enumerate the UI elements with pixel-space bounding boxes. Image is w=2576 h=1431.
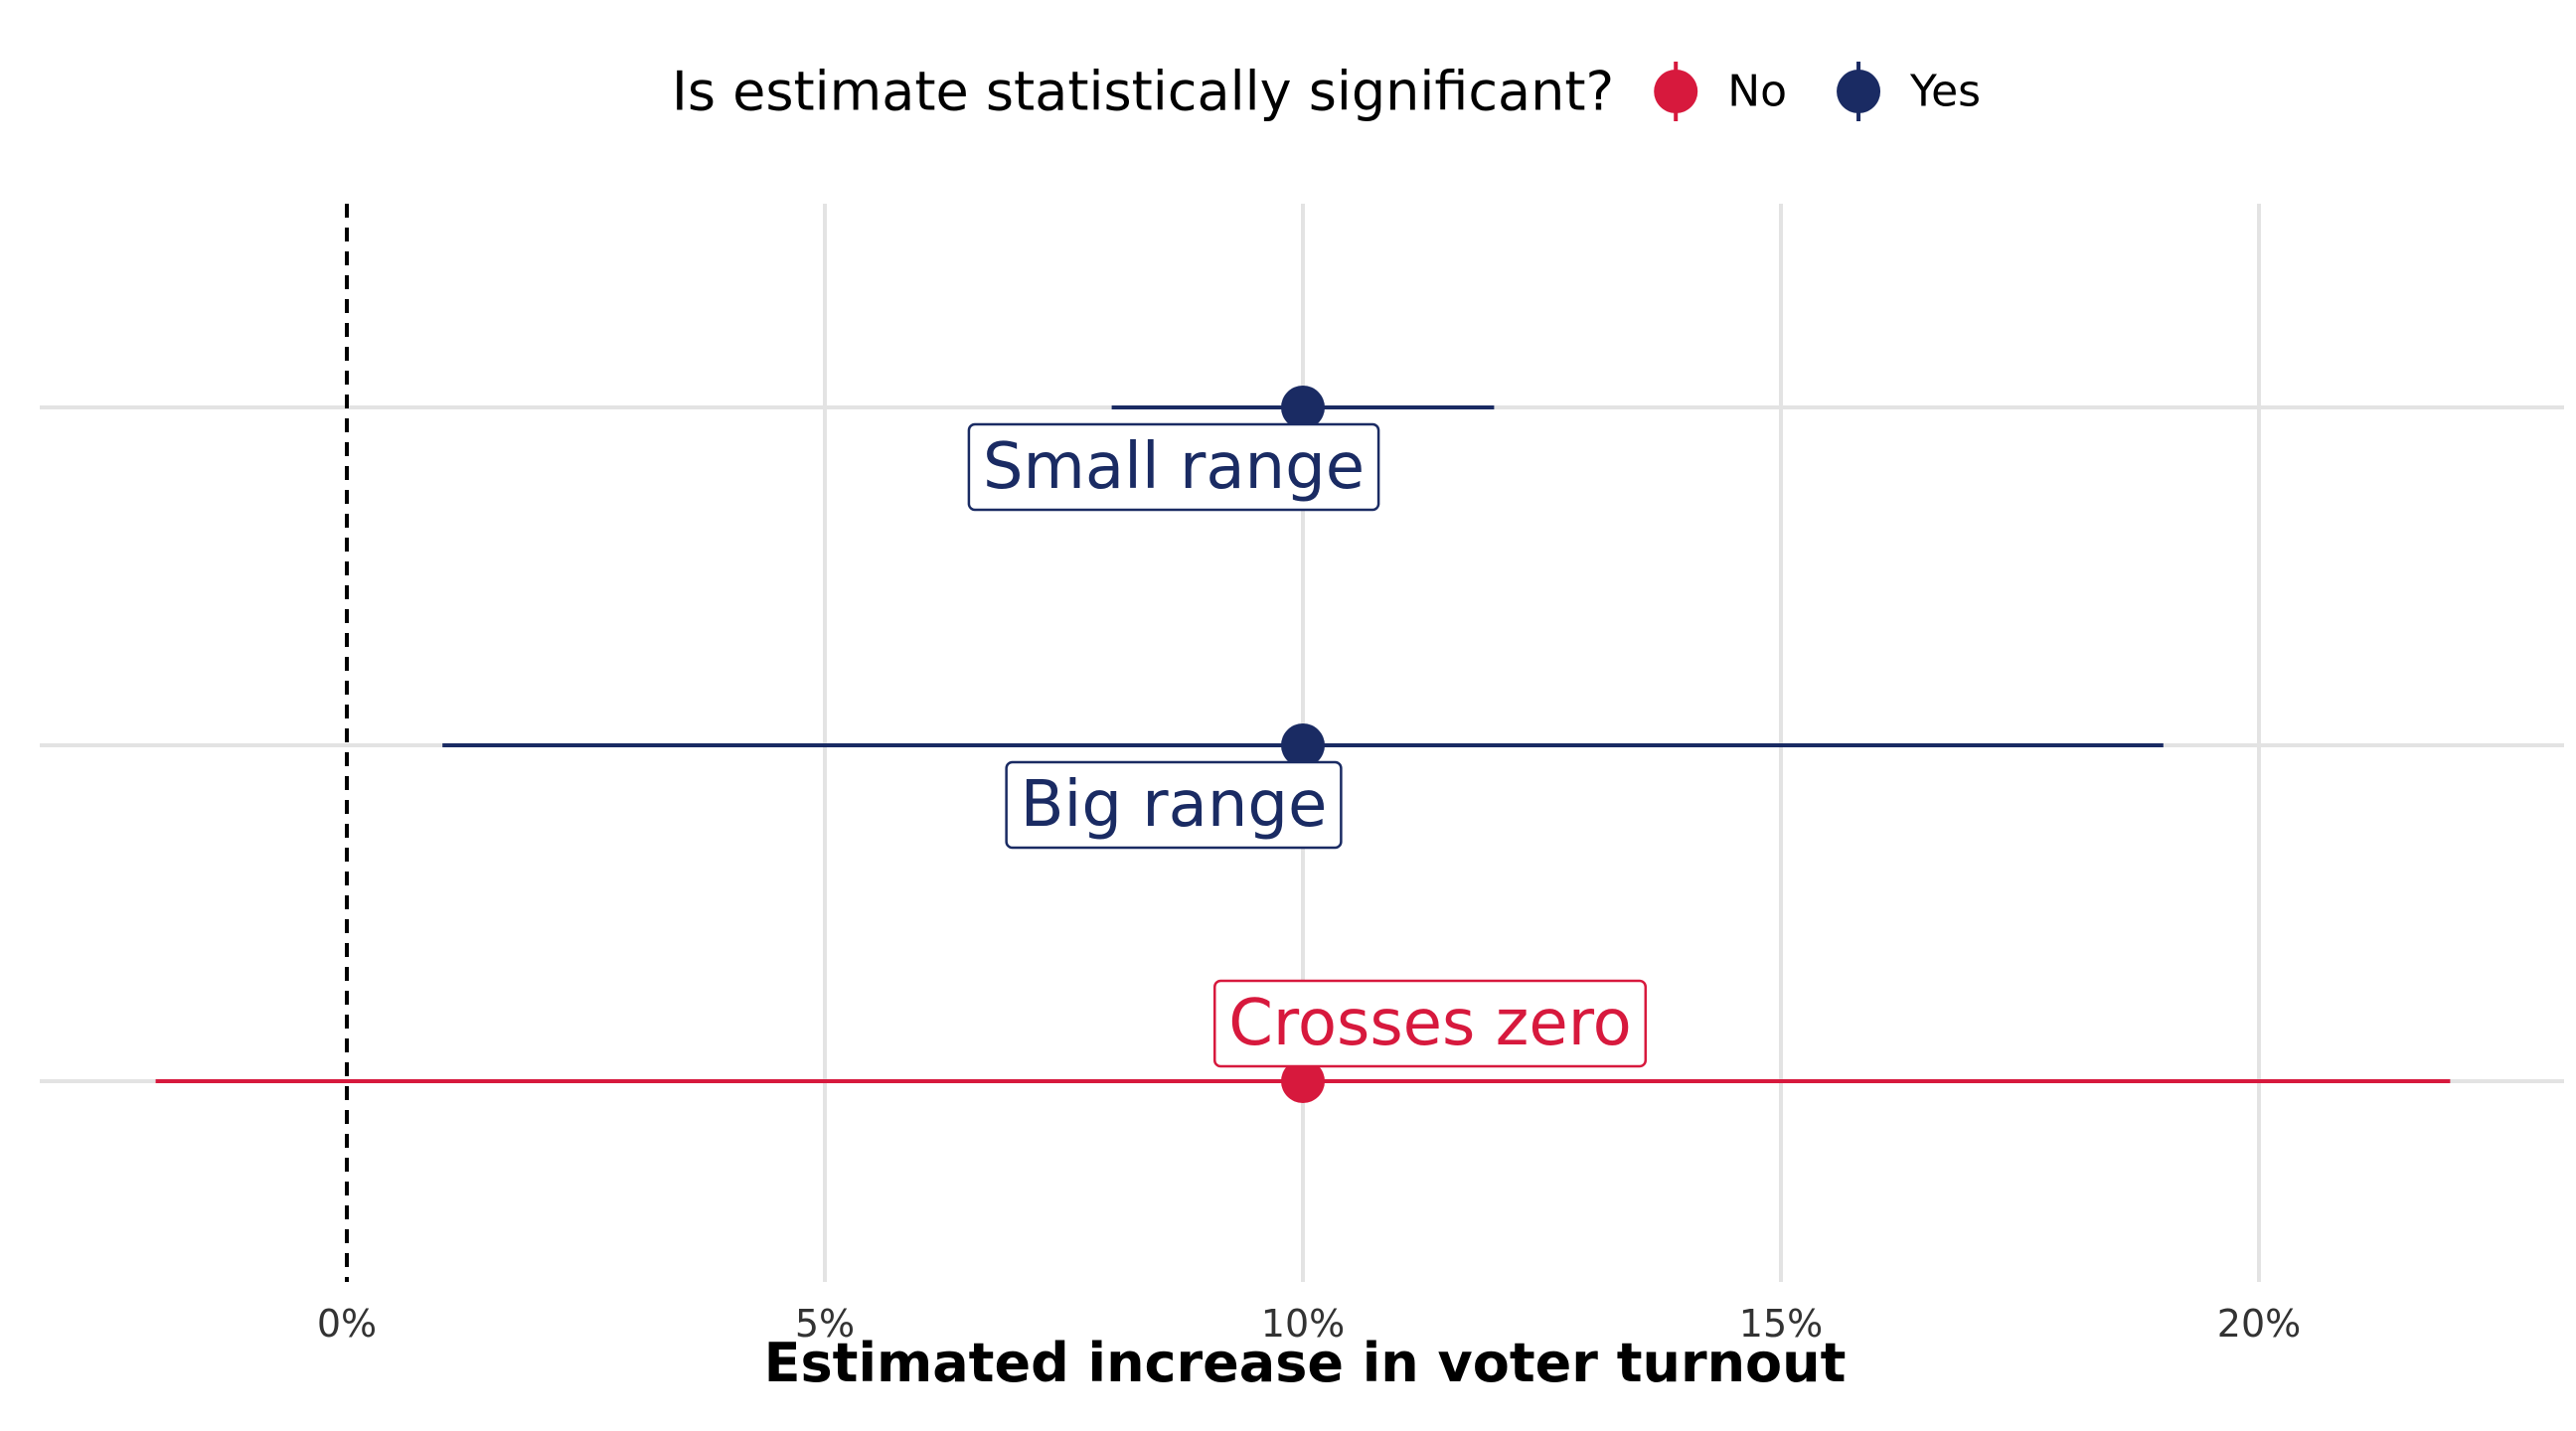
estimate-label: Crosses zero [1212,979,1648,1068]
legend-label: No [1727,67,1787,117]
estimate-label-text: Big range [1021,768,1328,842]
estimate-point [1281,386,1325,429]
estimate-label-box [1212,979,1648,1068]
estimate-point [1281,723,1325,767]
estimate-label: Small range [967,422,1380,512]
legend-label: Yes [1909,67,1981,117]
estimate-label-text: Small range [983,430,1365,504]
x-axis-ticks: 0% 5% 10% 15% 20% [317,1302,2301,1346]
legend-key-point [1654,70,1698,113]
estimate-label-box [1005,760,1343,850]
legend: Is estimate statistically significant? No… [672,61,1981,123]
x-tick-label: 15% [1739,1302,1823,1346]
x-tick-label: 0% [317,1302,377,1346]
estimate-label-text: Crosses zero [1228,987,1632,1060]
legend-title: Is estimate statistically significant? [672,61,1614,123]
legend-key-point [1837,70,1881,113]
x-tick-label: 5% [795,1302,855,1346]
estimate-point [1281,1059,1325,1103]
legend-entry: Yes [1837,62,1981,121]
estimate-layer: Small range Big range Crosses zero [155,386,2451,1103]
x-tick-label: 20% [2217,1302,2301,1346]
x-tick-label: 10% [1261,1302,1345,1346]
estimate-label: Big range [1005,760,1343,850]
legend-entry: No [1654,62,1787,121]
x-axis-title: Estimated increase in voter turnout [764,1332,1847,1394]
estimate-label-box [967,422,1380,512]
